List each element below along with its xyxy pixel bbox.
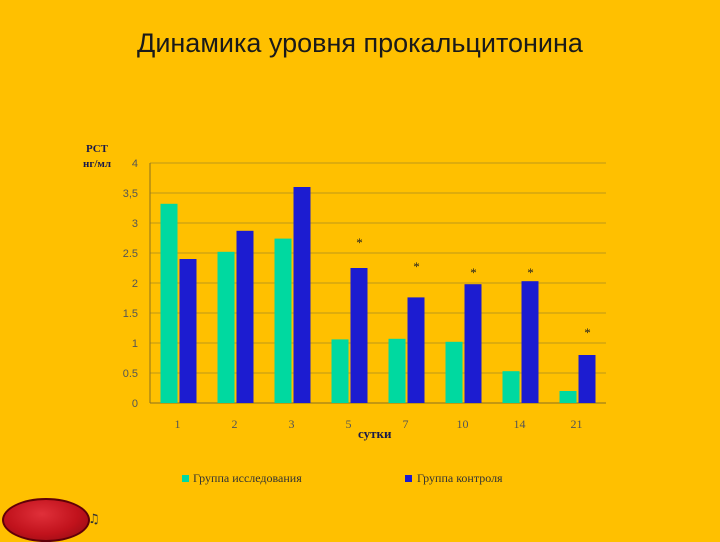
legend-swatch-series-2: [405, 475, 412, 482]
legend-swatch-series-1: [182, 475, 189, 482]
bar: [350, 268, 368, 403]
x-tick-label: 7: [403, 417, 409, 431]
x-tick-label: 5: [346, 417, 352, 431]
significance-marker: *: [584, 325, 591, 340]
bar: [388, 338, 406, 403]
annotations: * * * * *: [356, 235, 591, 340]
bar: [331, 339, 349, 403]
x-tick-label: 21: [571, 417, 583, 431]
bar: [293, 187, 311, 403]
y-tick-label: 0: [132, 398, 138, 410]
x-tick-label: 1: [175, 417, 181, 431]
legend-label-series-1: Группа исследования: [193, 471, 302, 485]
y-axis-label-line1: PCT: [86, 143, 109, 155]
significance-marker: *: [356, 235, 363, 250]
bar: [521, 281, 539, 403]
x-tick-labels: 1 2 3 5 7 10 14 21: [175, 417, 583, 431]
y-tick-label: 0.5: [123, 368, 138, 380]
y-tick-label: 1: [132, 338, 138, 350]
bar: [179, 259, 197, 403]
significance-marker: *: [413, 259, 420, 274]
nav-button[interactable]: [2, 498, 90, 542]
speaker-icon[interactable]: ♫: [88, 512, 100, 527]
bar: [407, 297, 425, 403]
x-tick-label: 14: [514, 417, 526, 431]
bar: [502, 371, 520, 403]
x-tick-label: 3: [289, 417, 295, 431]
x-tick-label: 10: [457, 417, 469, 431]
legend-label-series-2: Группа контроля: [417, 471, 503, 485]
slide-title: Динамика уровня прокальцитонина: [137, 28, 583, 58]
bar: [274, 238, 292, 403]
bar: [464, 284, 482, 403]
legend: Группа исследования Группа контроля: [182, 471, 503, 485]
bar: [160, 203, 178, 403]
bar: [445, 341, 463, 403]
bar: [236, 230, 254, 403]
y-tick-label: 3: [132, 218, 138, 230]
significance-marker: *: [527, 265, 534, 280]
y-tick-label: 2.5: [123, 248, 138, 260]
bar: [559, 391, 577, 403]
bar: [217, 251, 235, 403]
y-axis-label-line2: нг/мл: [83, 158, 111, 170]
y-tick-label: 2: [132, 278, 138, 290]
y-tick-label: 3,5: [123, 188, 138, 200]
y-tick-labels: 0 0.5 1 1.5 2 2.5 3 3,5 4: [123, 158, 138, 410]
significance-marker: *: [470, 265, 477, 280]
bars: [160, 187, 596, 403]
x-axis-label: сутки: [358, 426, 392, 441]
x-tick-label: 2: [232, 417, 238, 431]
y-tick-label: 1.5: [123, 308, 138, 320]
y-tick-label: 4: [132, 158, 138, 170]
bar: [578, 355, 596, 403]
